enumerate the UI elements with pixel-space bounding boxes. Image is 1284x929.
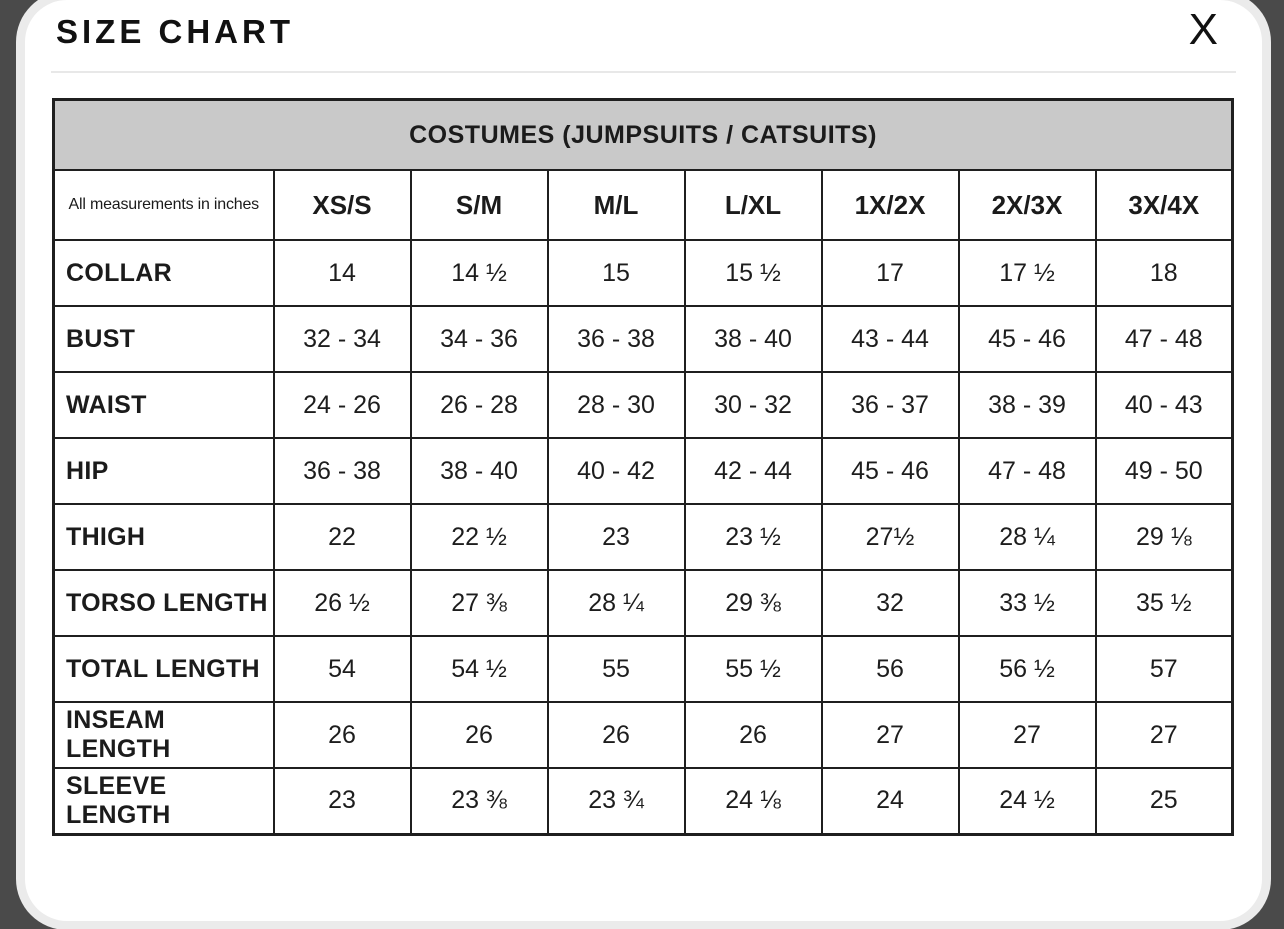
measurements-note: All measurements in inches (52, 169, 275, 241)
size-cell: 26 ½ (272, 569, 412, 637)
size-cell: 23 ¾ (546, 767, 686, 835)
size-cell: 32 - 34 (272, 305, 412, 373)
size-cell: 24 (820, 767, 960, 835)
table-row: SLEEVE LENGTH 23 23 ⅜ 23 ¾ 24 ⅛ 24 24 ½ 25 (52, 767, 1234, 835)
size-cell: 55 (546, 635, 686, 703)
size-cell: 28 - 30 (546, 371, 686, 439)
table-caption: COSTUMES (JUMPSUITS / CATSUITS) (52, 98, 1234, 171)
column-header-l-xl: L/XL (683, 169, 823, 241)
size-cell: 45 - 46 (820, 437, 960, 505)
size-cell: 38 - 40 (683, 305, 823, 373)
size-cell: 28 ¼ (957, 503, 1097, 571)
size-cell: 54 (272, 635, 412, 703)
column-header-row: All measurements in inches XS/S S/M M/L … (52, 169, 1234, 241)
column-header-1x-2x: 1X/2X (820, 169, 960, 241)
size-cell: 26 (272, 701, 412, 769)
table-row: WAIST 24 - 26 26 - 28 28 - 30 30 - 32 36 - 37… (52, 371, 1234, 439)
size-cell: 56 ½ (957, 635, 1097, 703)
size-cell: 26 (546, 701, 686, 769)
size-cell: 56 (820, 635, 960, 703)
size-cell: 23 (272, 767, 412, 835)
size-cell: 42 - 44 (683, 437, 823, 505)
size-cell: 27 (957, 701, 1097, 769)
size-cell: 36 - 38 (546, 305, 686, 373)
size-cell: 30 - 32 (683, 371, 823, 439)
table-row: HIP 36 - 38 38 - 40 40 - 42 42 - 44 45 - 46 47… (52, 437, 1234, 505)
size-cell: 38 - 39 (957, 371, 1097, 439)
size-cell: 17 (820, 239, 960, 307)
size-cell: 15 ½ (683, 239, 823, 307)
size-cell: 22 (272, 503, 412, 571)
size-cell: 34 - 36 (409, 305, 549, 373)
size-cell: 40 - 43 (1094, 371, 1234, 439)
close-button[interactable]: X (1188, 5, 1218, 54)
table-row: INSEAM LENGTH 26 26 26 26 27 27 27 (52, 701, 1234, 769)
size-chart-modal: SIZE CHART X COSTUMES (JUMPSUITS / CATSU… (25, 0, 1262, 921)
size-cell: 24 - 26 (272, 371, 412, 439)
size-cell: 26 (683, 701, 823, 769)
size-cell: 25 (1094, 767, 1234, 835)
size-cell: 23 ⅜ (409, 767, 549, 835)
column-header-m-l: M/L (546, 169, 686, 241)
size-cell: 14 ½ (409, 239, 549, 307)
row-label: INSEAM LENGTH (52, 701, 275, 769)
size-cell: 27½ (820, 503, 960, 571)
size-cell: 45 - 46 (957, 305, 1097, 373)
size-cell: 22 ½ (409, 503, 549, 571)
size-chart-table: COSTUMES (JUMPSUITS / CATSUITS) All meas… (52, 98, 1235, 836)
size-cell: 43 - 44 (820, 305, 960, 373)
size-cell: 49 - 50 (1094, 437, 1234, 505)
row-label: THIGH (52, 503, 275, 571)
size-cell: 24 ½ (957, 767, 1097, 835)
size-cell: 32 (820, 569, 960, 637)
row-label: COLLAR (52, 239, 275, 307)
table-row: TOTAL LENGTH 54 54 ½ 55 55 ½ 56 56 ½ 57 (52, 635, 1234, 703)
column-header-2x-3x: 2X/3X (957, 169, 1097, 241)
table-row: COLLAR 14 14 ½ 15 15 ½ 17 17 ½ 18 (52, 239, 1234, 307)
column-header-3x-4x: 3X/4X (1094, 169, 1234, 241)
size-cell: 57 (1094, 635, 1234, 703)
row-label: WAIST (52, 371, 275, 439)
size-cell: 35 ½ (1094, 569, 1234, 637)
size-cell: 38 - 40 (409, 437, 549, 505)
size-cell: 36 - 37 (820, 371, 960, 439)
size-cell: 24 ⅛ (683, 767, 823, 835)
size-cell: 27 (820, 701, 960, 769)
size-cell: 27 (1094, 701, 1234, 769)
table-row: TORSO LENGTH 26 ½ 27 ⅜ 28 ¼ 29 ⅜ 32 33 ½ 35 ½ (52, 569, 1234, 637)
row-label: TOTAL LENGTH (52, 635, 275, 703)
size-cell: 47 - 48 (957, 437, 1097, 505)
row-label: BUST (52, 305, 275, 373)
size-cell: 54 ½ (409, 635, 549, 703)
row-label: TORSO LENGTH (52, 569, 275, 637)
row-label: SLEEVE LENGTH (52, 767, 275, 835)
size-cell: 40 - 42 (546, 437, 686, 505)
modal-title: SIZE CHART (56, 13, 294, 50)
table-row: BUST 32 - 34 34 - 36 36 - 38 38 - 40 43 - 44 4… (52, 305, 1234, 373)
column-header-xs-s: XS/S (272, 169, 412, 241)
size-cell: 29 ⅛ (1094, 503, 1234, 571)
size-cell: 23 ½ (683, 503, 823, 571)
size-cell: 15 (546, 239, 686, 307)
size-cell: 23 (546, 503, 686, 571)
modal-header: SIZE CHART X (51, 0, 1236, 73)
size-cell: 28 ¼ (546, 569, 686, 637)
size-cell: 14 (272, 239, 412, 307)
size-cell: 18 (1094, 239, 1234, 307)
row-label: HIP (52, 437, 275, 505)
caption-row: COSTUMES (JUMPSUITS / CATSUITS) (52, 98, 1234, 171)
column-header-s-m: S/M (409, 169, 549, 241)
size-cell: 29 ⅜ (683, 569, 823, 637)
size-cell: 27 ⅜ (409, 569, 549, 637)
size-cell: 17 ½ (957, 239, 1097, 307)
size-table-body: COLLAR 14 14 ½ 15 15 ½ 17 17 ½ 18 BUST 32 - 34 34 … (52, 239, 1234, 835)
size-cell: 26 (409, 701, 549, 769)
size-cell: 55 ½ (683, 635, 823, 703)
size-cell: 33 ½ (957, 569, 1097, 637)
size-cell: 36 - 38 (272, 437, 412, 505)
size-cell: 26 - 28 (409, 371, 549, 439)
size-cell: 47 - 48 (1094, 305, 1234, 373)
table-row: THIGH 22 22 ½ 23 23 ½ 27½ 28 ¼ 29 ⅛ (52, 503, 1234, 571)
